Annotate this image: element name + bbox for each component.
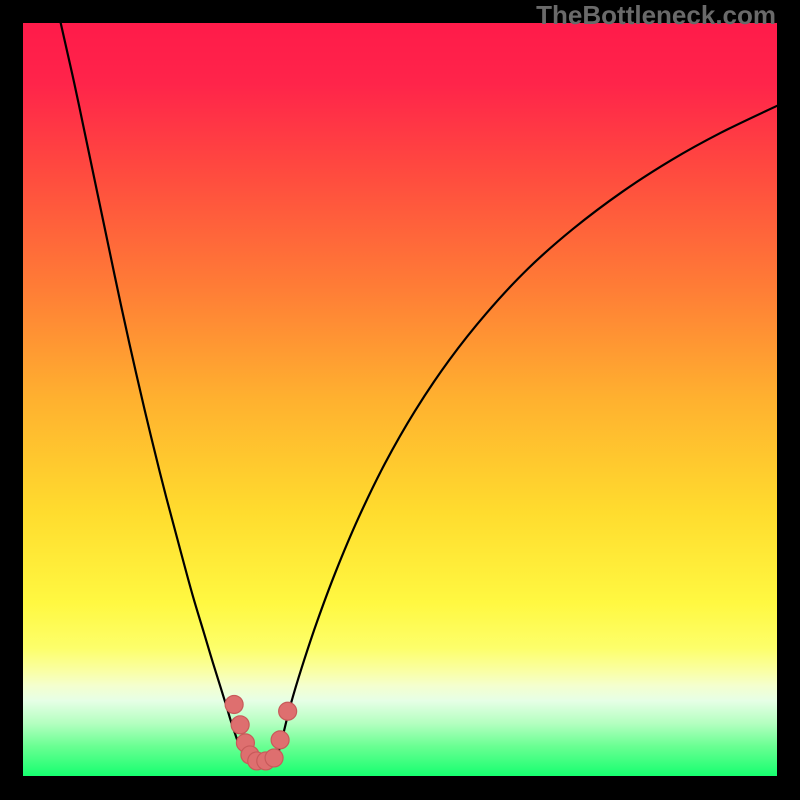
marker-point <box>271 731 289 749</box>
plot-area <box>23 23 777 776</box>
frame-right <box>777 0 800 800</box>
marker-point <box>231 716 249 734</box>
marker-point <box>265 749 283 767</box>
marker-point <box>225 695 243 713</box>
marker-group <box>225 695 297 769</box>
marker-point <box>279 702 297 720</box>
bottleneck-curve <box>61 23 777 762</box>
frame-bottom <box>0 776 800 800</box>
watermark-text: TheBottleneck.com <box>536 0 776 31</box>
frame-left <box>0 0 23 800</box>
curve-layer <box>23 23 777 776</box>
